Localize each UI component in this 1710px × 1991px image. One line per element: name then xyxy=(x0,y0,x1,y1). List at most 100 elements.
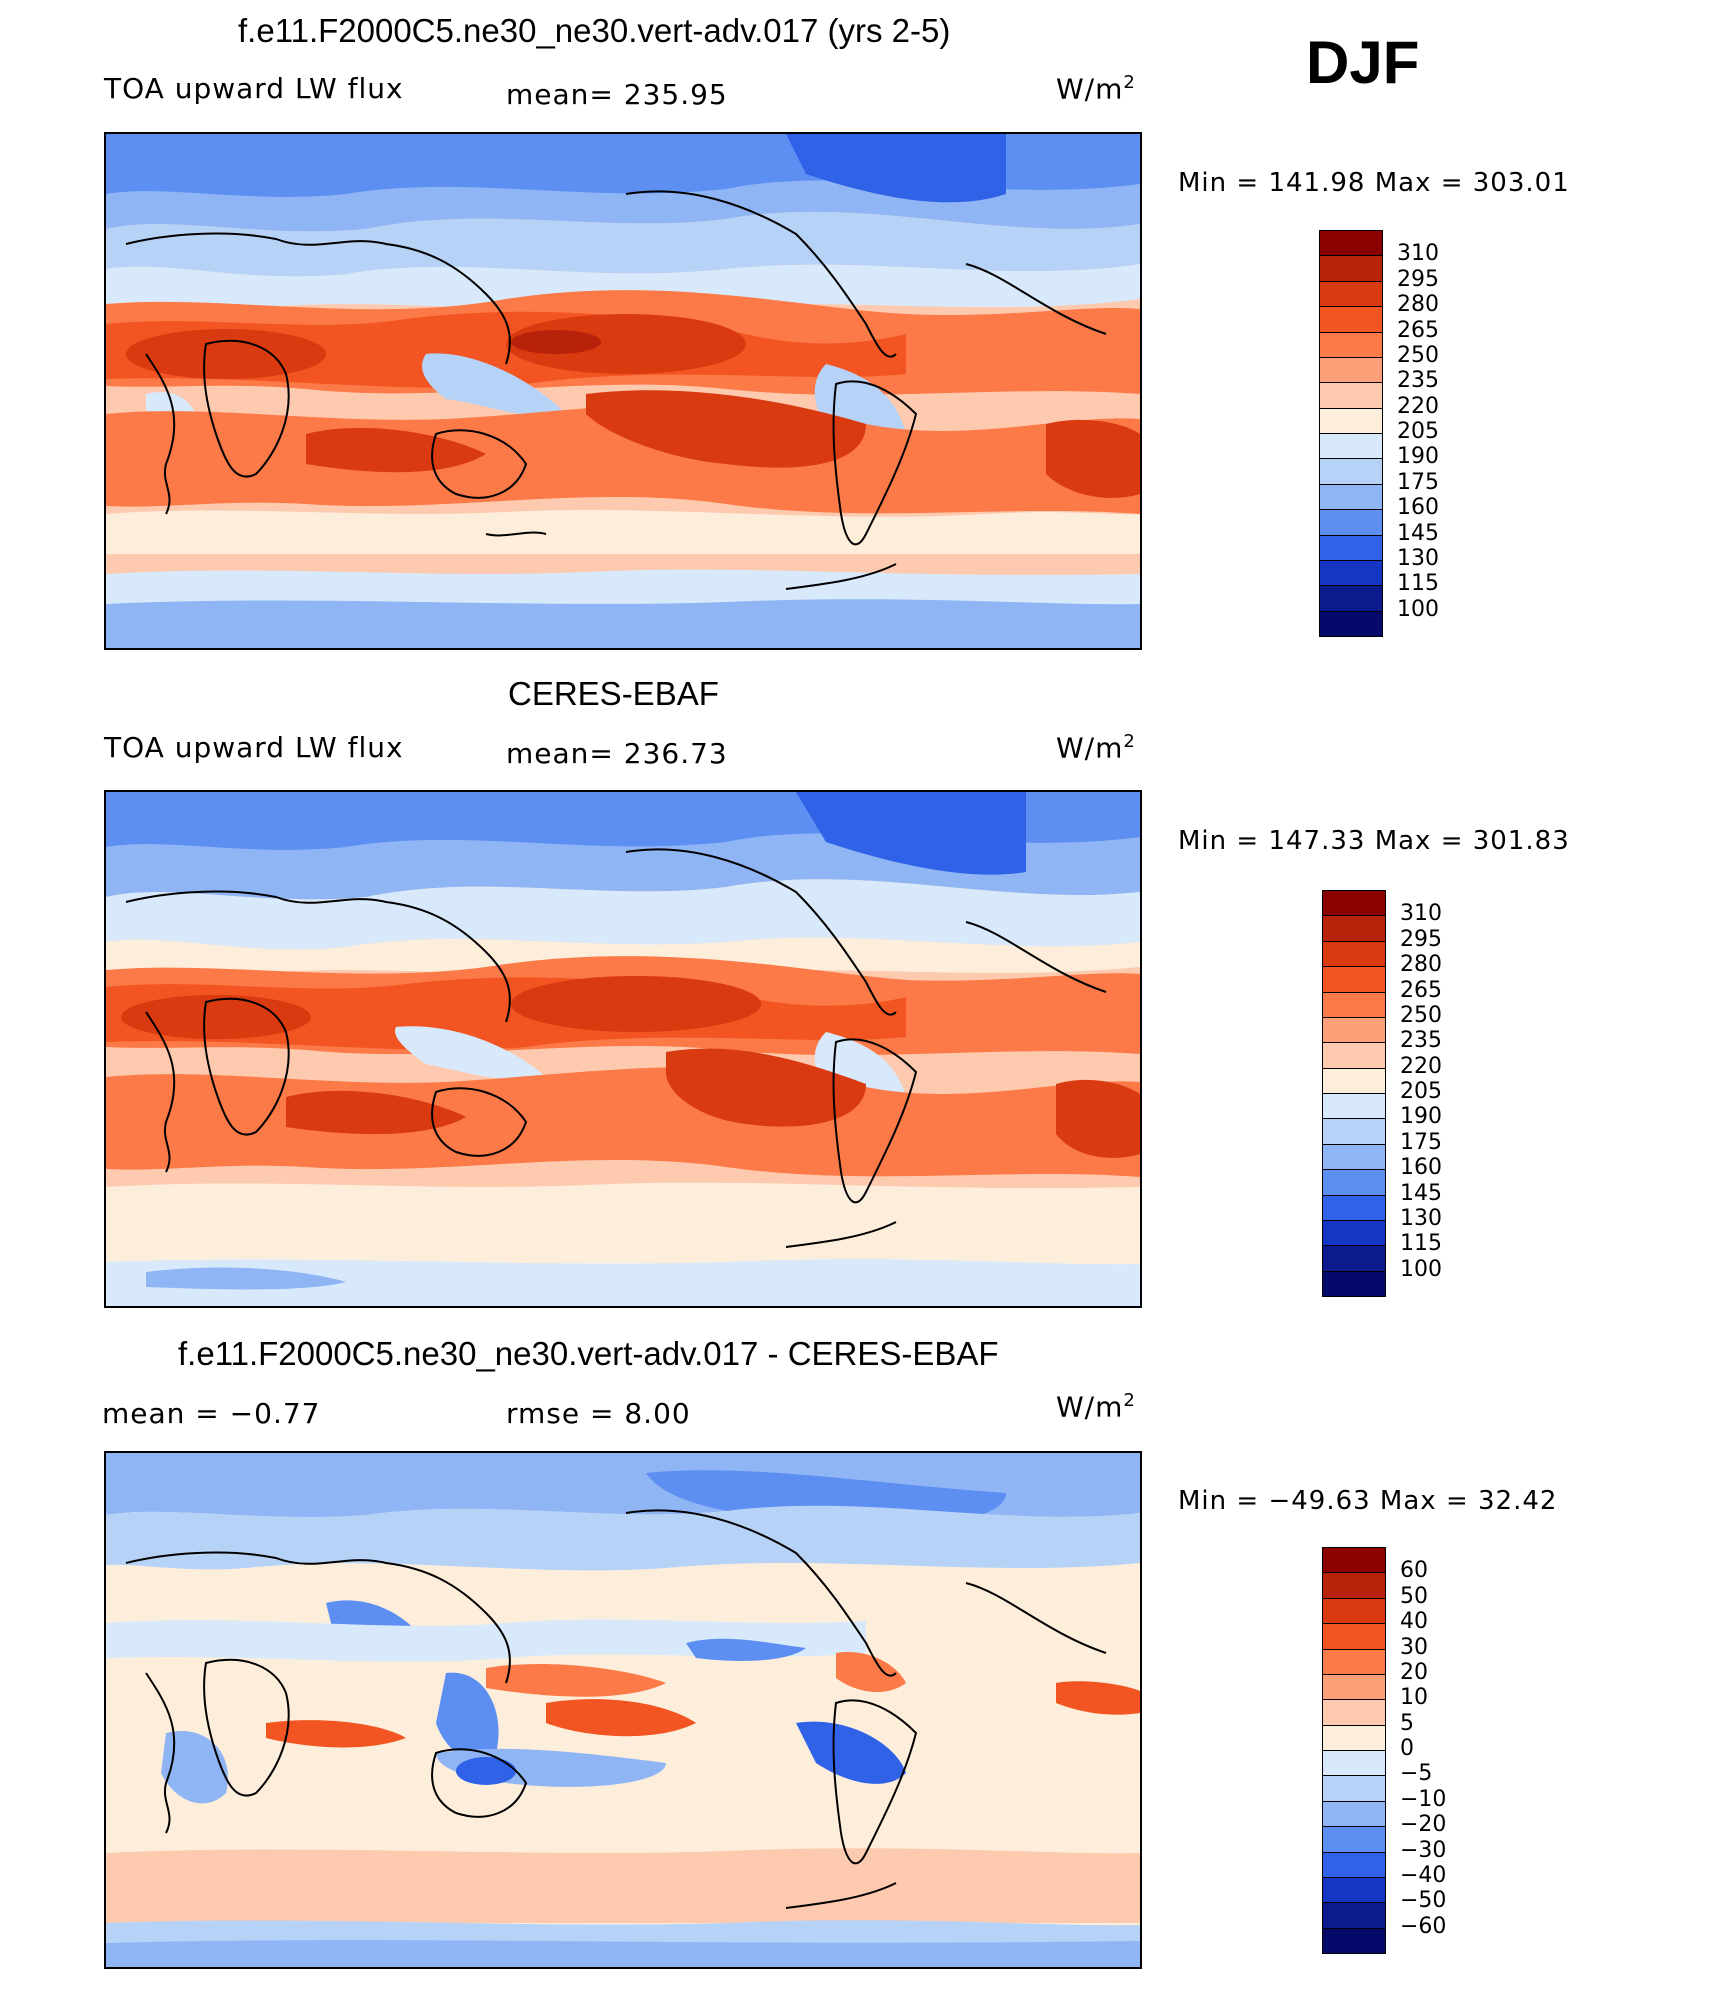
colorbar-swatch xyxy=(1319,407,1383,434)
panel-2-map xyxy=(104,790,1142,1308)
colorbar-tick-label: 280 xyxy=(1397,292,1439,318)
colorbar-swatch xyxy=(1322,1775,1386,1802)
colorbar-tick-label: −30 xyxy=(1400,1837,1447,1863)
colorbar-tick-label: 250 xyxy=(1397,342,1439,368)
colorbar-swatch xyxy=(1322,1623,1386,1650)
colorbar-tick-label: 205 xyxy=(1400,1079,1442,1104)
panel-1-colorbar: 310 295 280 265 250 235 220 205 190 175 160 145 130 1… xyxy=(1319,230,1439,637)
colorbar-swatch xyxy=(1322,1673,1386,1701)
colorbar-swatch xyxy=(1322,1093,1386,1120)
season-label: DJF xyxy=(1306,29,1420,96)
colorbar-swatch xyxy=(1319,356,1383,384)
colorbar-swatch xyxy=(1319,610,1383,637)
colorbar-swatch xyxy=(1322,1572,1386,1599)
colorbar-tick-label: 295 xyxy=(1397,266,1439,292)
colorbar-tick-label: 115 xyxy=(1397,571,1439,597)
colorbar-swatch xyxy=(1322,1648,1386,1675)
colorbar-swatch xyxy=(1322,1699,1386,1726)
colorbar-tick-label: 145 xyxy=(1397,520,1439,546)
colorbar-swatch xyxy=(1319,509,1383,536)
panel-1-variable-label: TOA upward LW flux xyxy=(104,72,404,105)
panel-3-map xyxy=(104,1451,1142,1969)
colorbar-tick-label: 160 xyxy=(1397,495,1439,521)
colorbar-tick-label: 130 xyxy=(1400,1205,1442,1231)
panel-2-units: W/m2 xyxy=(1056,731,1136,765)
colorbar-swatch xyxy=(1319,306,1383,333)
colorbar-tick-label: 250 xyxy=(1400,1002,1442,1028)
colorbar-swatch xyxy=(1322,1042,1386,1069)
colorbar-tick-label: 220 xyxy=(1400,1053,1442,1079)
colorbar-swatch xyxy=(1322,1851,1386,1878)
colorbar-tick-label: −40 xyxy=(1400,1862,1447,1888)
colorbar-swatch xyxy=(1319,585,1383,612)
colorbar-swatch xyxy=(1319,433,1383,460)
panel-3-rmse: rmse = 8.00 xyxy=(506,1397,691,1430)
panel-3-colorbar: 60 50 40 30 20 10 5 0 −5 −10 −20 −30 −40 −50 −60 xyxy=(1322,1547,1446,1954)
colorbar-swatch xyxy=(1322,1597,1386,1625)
panel-3-mean: mean = −0.77 xyxy=(102,1397,321,1430)
colorbar-swatch xyxy=(1319,534,1383,561)
colorbar-tick-label: 205 xyxy=(1397,419,1439,444)
colorbar-swatch xyxy=(1322,1800,1386,1828)
colorbar-swatch xyxy=(1322,1067,1386,1094)
colorbar-tick-label: 40 xyxy=(1400,1609,1428,1635)
colorbar-swatch xyxy=(1322,991,1386,1018)
colorbar-swatch xyxy=(1319,458,1383,485)
colorbar-tick-label: 50 xyxy=(1400,1583,1428,1609)
colorbar-swatch xyxy=(1322,1118,1386,1145)
colorbar-tick-label: −20 xyxy=(1400,1812,1447,1838)
colorbar-swatch xyxy=(1322,1547,1386,1574)
colorbar-tick-label: 235 xyxy=(1400,1028,1442,1054)
panel-2-title: CERES-EBAF xyxy=(508,675,719,712)
panel-1-map xyxy=(104,132,1142,650)
colorbar-swatch xyxy=(1319,559,1383,587)
panel-2-colorbar: 310 295 280 265 250 235 220 205 190 175 160 145 130 1… xyxy=(1322,890,1442,1297)
colorbar-swatch xyxy=(1319,331,1383,358)
colorbar-tick-label: 310 xyxy=(1400,901,1442,927)
colorbar-swatch xyxy=(1322,1270,1386,1297)
colorbar-tick-label: −50 xyxy=(1400,1888,1447,1914)
panel-1-title: f.e11.F2000C5.ne30_ne30.vert-adv.017 (yr… xyxy=(238,12,951,49)
colorbar-swatch xyxy=(1322,1194,1386,1221)
colorbar-tick-label: 295 xyxy=(1400,926,1442,952)
colorbar-swatch xyxy=(1322,1927,1386,1954)
colorbar-swatch xyxy=(1322,1724,1386,1751)
colorbar-swatch xyxy=(1322,915,1386,942)
colorbar-swatch xyxy=(1319,382,1383,409)
colorbar-swatch xyxy=(1322,1219,1386,1247)
colorbar-swatch xyxy=(1322,1143,1386,1171)
colorbar-swatch xyxy=(1322,940,1386,968)
colorbar-tick-label: 190 xyxy=(1397,444,1439,470)
colorbar-tick-label: 220 xyxy=(1397,393,1439,419)
colorbar-tick-label: 190 xyxy=(1400,1104,1442,1130)
colorbar-tick-label: 280 xyxy=(1400,952,1442,978)
colorbar-tick-label: −10 xyxy=(1400,1786,1447,1812)
colorbar-tick-label: −5 xyxy=(1400,1761,1433,1787)
colorbar-tick-label: 265 xyxy=(1397,317,1439,343)
panel-2-minmax: Min = 147.33 Max = 301.83 xyxy=(1178,826,1570,856)
colorbar-tick-label: 130 xyxy=(1397,545,1439,571)
panel-1-minmax: Min = 141.98 Max = 303.01 xyxy=(1178,168,1570,198)
colorbar-tick-label: 60 xyxy=(1400,1558,1428,1584)
panel-3-title: f.e11.F2000C5.ne30_ne30.vert-adv.017 - C… xyxy=(178,1335,999,1372)
colorbar-swatch xyxy=(1319,280,1383,308)
colorbar-swatch xyxy=(1322,1169,1386,1196)
colorbar-tick-label: 175 xyxy=(1400,1129,1442,1155)
colorbar-swatch xyxy=(1322,966,1386,993)
colorbar-tick-label: 20 xyxy=(1400,1659,1428,1685)
colorbar-tick-label: 145 xyxy=(1400,1180,1442,1206)
colorbar-swatch xyxy=(1319,255,1383,282)
colorbar-swatch xyxy=(1319,230,1383,257)
colorbar-swatch xyxy=(1322,890,1386,917)
colorbar-swatch xyxy=(1322,1016,1386,1044)
colorbar-tick-label: 160 xyxy=(1400,1155,1442,1181)
colorbar-tick-label: 5 xyxy=(1400,1710,1414,1736)
colorbar-tick-label: −60 xyxy=(1400,1913,1447,1939)
colorbar-tick-label: 115 xyxy=(1400,1231,1442,1257)
panel-2-variable-label: TOA upward LW flux xyxy=(104,731,404,764)
colorbar-tick-label: 235 xyxy=(1397,368,1439,394)
colorbar-swatch xyxy=(1322,1750,1386,1777)
panel-1-units: W/m2 xyxy=(1056,72,1136,106)
colorbar-tick-label: 100 xyxy=(1397,596,1439,622)
panel-2-mean: mean= 236.73 xyxy=(506,737,728,770)
